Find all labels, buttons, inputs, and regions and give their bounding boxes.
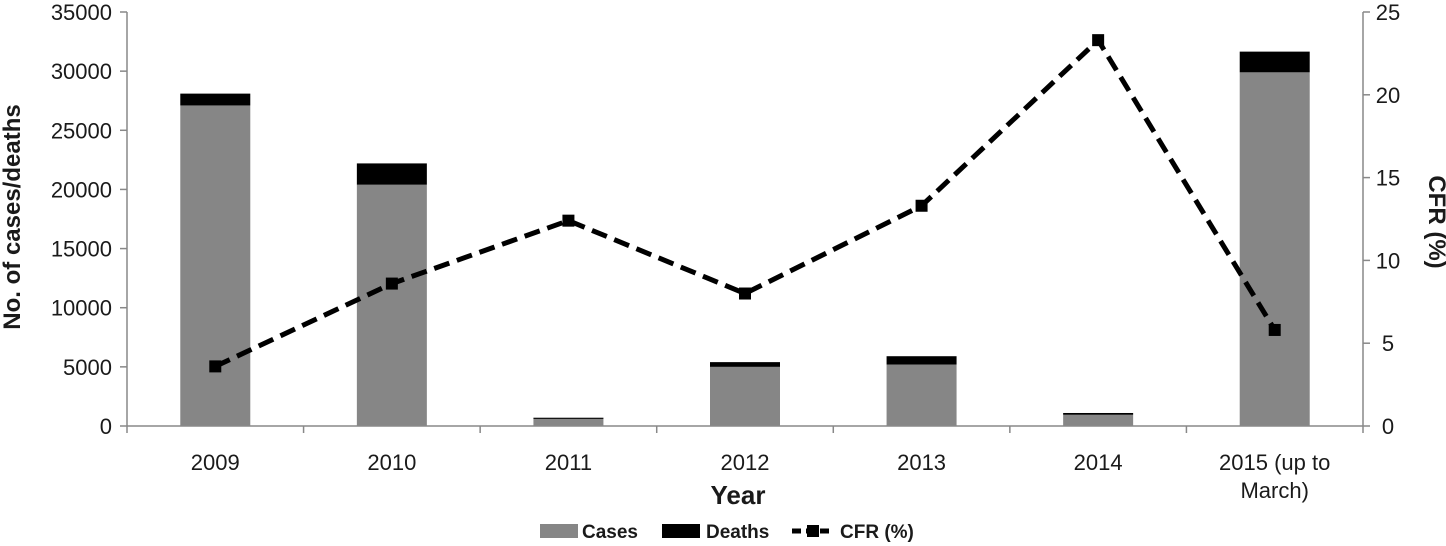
y-tick-label-1: 5000 — [63, 355, 112, 380]
cfr-line-group — [209, 34, 1281, 373]
cfr-point-1 — [385, 277, 398, 290]
bar-cases-4 — [886, 364, 957, 426]
y2-axis-title: CFR (%) — [1423, 175, 1446, 268]
cfr-point-2 — [562, 214, 575, 227]
y2-tick-label-5: 25 — [1376, 0, 1400, 25]
y-axis-title: No. of cases/deaths — [0, 104, 26, 329]
cfr-point-4 — [915, 199, 928, 212]
bar-cases-2 — [533, 418, 604, 426]
y2-tick-label-4: 20 — [1376, 83, 1400, 108]
x-tick-label-3: 2012 — [721, 450, 770, 475]
bar-cases-3 — [710, 366, 780, 426]
bars-group — [180, 51, 1310, 427]
y-tick-label-7: 35000 — [51, 0, 112, 25]
x-tick-label-6-line-0: 2015 (up to — [1219, 450, 1330, 475]
x-tick-label-6-line-1: March) — [1240, 478, 1308, 503]
legend-swatch-deaths — [662, 524, 700, 538]
bar-deaths-5 — [1063, 412, 1134, 415]
legend-label-0: Cases — [582, 522, 638, 543]
x-tick-label-1: 2010 — [367, 450, 416, 475]
ticks-group: 0 5000 10000 15000 20000 25000 30000 35000 0 5 10 1… — [51, 0, 1400, 503]
bar-cases-5 — [1063, 414, 1134, 426]
bar-cases-0 — [180, 105, 251, 427]
legend-swatch-cfr-marker — [807, 525, 819, 537]
y-tick-label-4: 20000 — [51, 177, 112, 202]
x-tick-label-4: 2013 — [897, 450, 946, 475]
cfr-point-6 — [1268, 323, 1281, 336]
legend-swatch-cases — [540, 524, 578, 538]
y2-tick-label-3: 15 — [1376, 166, 1400, 191]
legend: Cases Deaths CFR (%) — [540, 522, 914, 543]
y-tick-label-3: 15000 — [51, 237, 112, 262]
bar-deaths-0 — [180, 93, 251, 106]
bar-cases-1 — [356, 184, 427, 426]
y2-tick-label-0: 0 — [1382, 414, 1394, 439]
bar-cases-6 — [1239, 72, 1310, 426]
cfr-point-0 — [209, 360, 222, 373]
legend-label-1: Deaths — [706, 522, 769, 543]
y2-tick-label-2: 10 — [1376, 248, 1400, 273]
bar-deaths-2 — [533, 417, 604, 419]
legend-label-2: CFR (%) — [840, 522, 914, 543]
y-tick-label-0: 0 — [100, 414, 112, 439]
x-tick-label-0: 2009 — [191, 450, 240, 475]
x-axis-title: Year — [711, 480, 766, 510]
y2-tick-label-1: 5 — [1382, 331, 1394, 356]
y-tick-label-2: 10000 — [51, 296, 112, 321]
bar-deaths-3 — [710, 362, 780, 367]
bar-deaths-1 — [356, 163, 427, 185]
axes-group — [126, 12, 1364, 427]
y-tick-label-5: 25000 — [51, 118, 112, 143]
bar-deaths-4 — [886, 356, 957, 365]
cfr-point-3 — [739, 287, 751, 300]
bar-deaths-6 — [1239, 51, 1310, 73]
x-tick-label-5: 2014 — [1074, 450, 1123, 475]
y-tick-label-6: 30000 — [51, 59, 112, 84]
cfr-point-5 — [1092, 34, 1105, 47]
x-tick-label-2: 2011 — [545, 450, 592, 475]
